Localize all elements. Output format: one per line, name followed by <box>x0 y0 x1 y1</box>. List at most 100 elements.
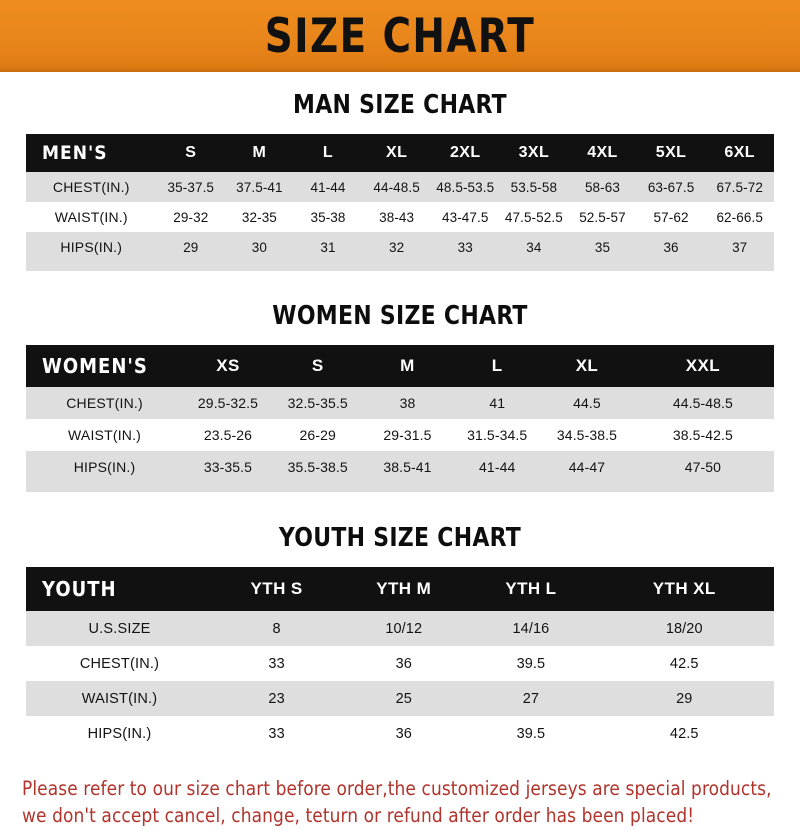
men-header-row: MEN'S S M L XL 2XL 3XL 4XL 5XL 6XL <box>26 134 774 172</box>
youth-hips-l: 39.5 <box>467 716 595 751</box>
men-chest-2xl: 48.5-53.5 <box>430 172 500 202</box>
youth-row-ussize: U.S.SIZE 8 10/12 14/16 18/20 <box>26 611 774 646</box>
women-chest-xxl: 44.5-48.5 <box>631 387 774 419</box>
youth-header-m: YTH M <box>340 567 468 611</box>
youth-waist-s: 23 <box>213 681 341 716</box>
footer-disclaimer: Please refer to our size chart before or… <box>22 776 772 830</box>
men-chest-l: 41-44 <box>293 172 363 202</box>
men-header-s: S <box>156 134 226 172</box>
women-hips-xs: 33-35.5 <box>183 451 273 483</box>
men-size-table: MEN'S S M L XL 2XL 3XL 4XL 5XL 6XL CHEST… <box>26 134 774 262</box>
men-header-3xl: 3XL <box>499 134 569 172</box>
men-header-l: L <box>293 134 363 172</box>
women-waist-s: 26-29 <box>272 419 363 451</box>
men-waist-2xl: 43-47.5 <box>430 202 500 232</box>
men-chest-m: 37.5-41 <box>225 172 294 202</box>
section-man: MAN SIZE CHART MEN'S S M L XL 2XL 3XL 4X… <box>0 90 800 271</box>
women-header-label: WOMEN'S <box>26 345 184 387</box>
footer-disclaimer-line-1: Please refer to our size chart before or… <box>22 777 772 800</box>
women-chest-m: 38 <box>362 387 453 419</box>
women-row-waist-label: WAIST(IN.) <box>26 419 184 451</box>
youth-row-chest-label: CHEST(IN.) <box>26 646 213 681</box>
men-waist-m: 32-35 <box>225 202 294 232</box>
women-chest-s: 32.5-35.5 <box>272 387 363 419</box>
men-row-chest-label: CHEST(IN.) <box>26 172 157 202</box>
women-waist-xxl: 38.5-42.5 <box>631 419 774 451</box>
youth-hips-m: 36 <box>340 716 468 751</box>
men-header-6xl: 6XL <box>705 134 774 172</box>
men-chest-4xl: 58-63 <box>568 172 637 202</box>
section-title-youth: YOUTH SIZE CHART <box>278 523 522 553</box>
women-waist-l: 31.5-34.5 <box>452 419 543 451</box>
women-size-table: WOMEN'S XS S M L XL XXL CHEST(IN.) 29.5-… <box>26 345 774 483</box>
women-hips-xl: 44-47 <box>542 451 632 483</box>
men-waist-6xl: 62-66.5 <box>705 202 774 232</box>
women-row-chest: CHEST(IN.) 29.5-32.5 32.5-35.5 38 41 44.… <box>26 387 774 419</box>
youth-hips-s: 33 <box>213 716 341 751</box>
youth-chest-s: 33 <box>213 646 341 681</box>
youth-chest-l: 39.5 <box>467 646 595 681</box>
men-row-waist-label: WAIST(IN.) <box>26 202 157 232</box>
youth-waist-l: 27 <box>467 681 595 716</box>
men-hips-4xl: 35 <box>568 232 637 262</box>
youth-row-waist: WAIST(IN.) 23 25 27 29 <box>26 681 774 716</box>
men-waist-4xl: 52.5-57 <box>568 202 637 232</box>
men-hips-2xl: 33 <box>430 232 500 262</box>
youth-chest-xl: 42.5 <box>594 646 774 681</box>
women-row-waist: WAIST(IN.) 23.5-26 26-29 29-31.5 31.5-34… <box>26 419 774 451</box>
men-hips-l: 31 <box>293 232 363 262</box>
women-row-chest-label: CHEST(IN.) <box>26 387 184 419</box>
page-banner: SIZE CHART <box>0 0 800 74</box>
men-waist-s: 29-32 <box>156 202 226 232</box>
youth-header-row: YOUTH YTH S YTH M YTH L YTH XL <box>26 567 774 611</box>
women-table-tail <box>26 483 774 492</box>
women-hips-m: 38.5-41 <box>362 451 453 483</box>
youth-ussize-s: 8 <box>213 611 341 646</box>
youth-hips-xl: 42.5 <box>594 716 774 751</box>
footer-disclaimer-line-2: we don't accept cancel, change, teturn o… <box>22 803 695 827</box>
men-chest-xl: 44-48.5 <box>362 172 431 202</box>
women-row-hips: HIPS(IN.) 33-35.5 35.5-38.5 38.5-41 41-4… <box>26 451 774 483</box>
women-header-l: L <box>452 345 543 387</box>
women-header-m: M <box>362 345 453 387</box>
women-hips-l: 41-44 <box>452 451 543 483</box>
youth-header-l: YTH L <box>467 567 595 611</box>
men-row-hips-label: HIPS(IN.) <box>26 232 157 262</box>
youth-row-waist-label: WAIST(IN.) <box>26 681 213 716</box>
men-hips-s: 29 <box>156 232 226 262</box>
youth-header-xl: YTH XL <box>594 567 774 611</box>
men-table-tail <box>26 262 774 271</box>
men-header-xl: XL <box>362 134 431 172</box>
men-hips-xl: 32 <box>362 232 431 262</box>
section-women: WOMEN SIZE CHART WOMEN'S XS S M L XL XXL <box>0 301 800 492</box>
men-waist-3xl: 47.5-52.5 <box>499 202 569 232</box>
youth-waist-xl: 29 <box>594 681 774 716</box>
section-title-women: WOMEN SIZE CHART <box>272 301 528 331</box>
men-waist-l: 35-38 <box>293 202 363 232</box>
youth-header-label: YOUTH <box>26 567 213 611</box>
women-hips-s: 35.5-38.5 <box>272 451 363 483</box>
youth-ussize-m: 10/12 <box>340 611 468 646</box>
youth-row-hips: HIPS(IN.) 33 36 39.5 42.5 <box>26 716 774 751</box>
youth-header-s: YTH S <box>213 567 341 611</box>
women-header-xl: XL <box>542 345 632 387</box>
banner-title: SIZE CHART <box>264 8 536 64</box>
men-chest-6xl: 67.5-72 <box>705 172 774 202</box>
men-hips-3xl: 34 <box>499 232 569 262</box>
youth-table-tail <box>26 751 774 760</box>
women-chest-xl: 44.5 <box>542 387 632 419</box>
women-chest-l: 41 <box>452 387 543 419</box>
women-chest-xs: 29.5-32.5 <box>183 387 273 419</box>
men-row-hips: HIPS(IN.) 29 30 31 32 33 34 35 36 37 <box>26 232 774 262</box>
men-row-chest: CHEST(IN.) 35-37.5 37.5-41 41-44 44-48.5… <box>26 172 774 202</box>
women-header-xs: XS <box>183 345 273 387</box>
women-waist-xl: 34.5-38.5 <box>542 419 632 451</box>
youth-row-ussize-label: U.S.SIZE <box>26 611 213 646</box>
men-header-2xl: 2XL <box>430 134 500 172</box>
men-header-4xl: 4XL <box>568 134 637 172</box>
men-chest-5xl: 63-67.5 <box>636 172 706 202</box>
men-hips-m: 30 <box>225 232 294 262</box>
women-hips-xxl: 47-50 <box>631 451 774 483</box>
youth-size-table: YOUTH YTH S YTH M YTH L YTH XL U.S.SIZE … <box>26 567 774 751</box>
